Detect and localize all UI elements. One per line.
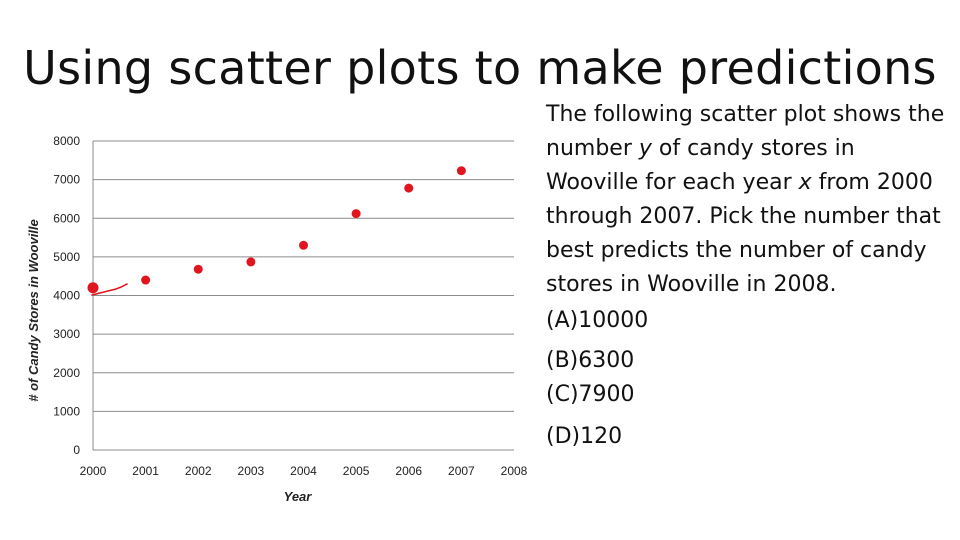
y-tick-label: 2000 [53, 366, 80, 380]
data-points [87, 166, 466, 294]
x-tick-label: 2006 [395, 464, 422, 478]
data-point [246, 257, 256, 267]
choice-b: (B)6300 [546, 348, 635, 373]
y-tick-label: 5000 [53, 250, 80, 264]
question-part-3: from 2000 through 2007. Pick the number … [546, 170, 941, 297]
data-point [87, 282, 99, 294]
y-tick-label: 3000 [53, 327, 80, 341]
y-tick-label: 6000 [53, 211, 80, 225]
slide-title: Using scatter plots to make predictions [23, 41, 937, 95]
x-tick-label: 2003 [238, 464, 265, 478]
choice-c: (C)7900 [546, 382, 635, 407]
annotation-stroke [91, 283, 128, 296]
variable-y: y [638, 136, 652, 161]
question-part-1: The following scatter plot shows the num… [546, 102, 945, 161]
question-text: The following scatter plot shows the num… [546, 98, 951, 302]
x-tick-label: 2001 [132, 464, 159, 478]
y-tick-label: 4000 [53, 289, 80, 303]
data-point [299, 240, 308, 250]
y-tick-label: 8000 [53, 134, 80, 148]
variable-x: x [798, 170, 812, 195]
x-axis-title: Year [284, 489, 313, 504]
x-tick-label: 2008 [501, 464, 528, 478]
y-axis-title: # of Candy Stores in Wooville [26, 219, 41, 402]
data-point [404, 183, 414, 193]
question-part-2: of candy stores in Wooville for each yea… [546, 136, 855, 195]
x-tick-label: 2000 [80, 464, 107, 478]
choice-d: (D)120 [546, 424, 623, 449]
data-point [193, 264, 203, 274]
y-tick-label: 7000 [53, 173, 80, 187]
x-tick-label: 2007 [448, 464, 475, 478]
x-tick-label: 2005 [343, 464, 370, 478]
x-tick-label: 2004 [290, 464, 317, 478]
choice-a: (A)10000 [546, 308, 649, 333]
y-tick-labels: 0 1000 2000 3000 4000 5000 6000 7000 8000 [53, 134, 80, 457]
y-tick-label: 0 [73, 443, 80, 457]
data-point [456, 166, 466, 176]
y-gridlines [93, 140, 514, 451]
data-point [351, 209, 361, 219]
x-tick-label: 2002 [185, 464, 212, 478]
data-point [141, 275, 151, 285]
y-tick-label: 1000 [53, 404, 80, 418]
x-tick-labels: 2000 2001 2002 2003 2004 2005 2006 2007 2008 [80, 464, 528, 478]
